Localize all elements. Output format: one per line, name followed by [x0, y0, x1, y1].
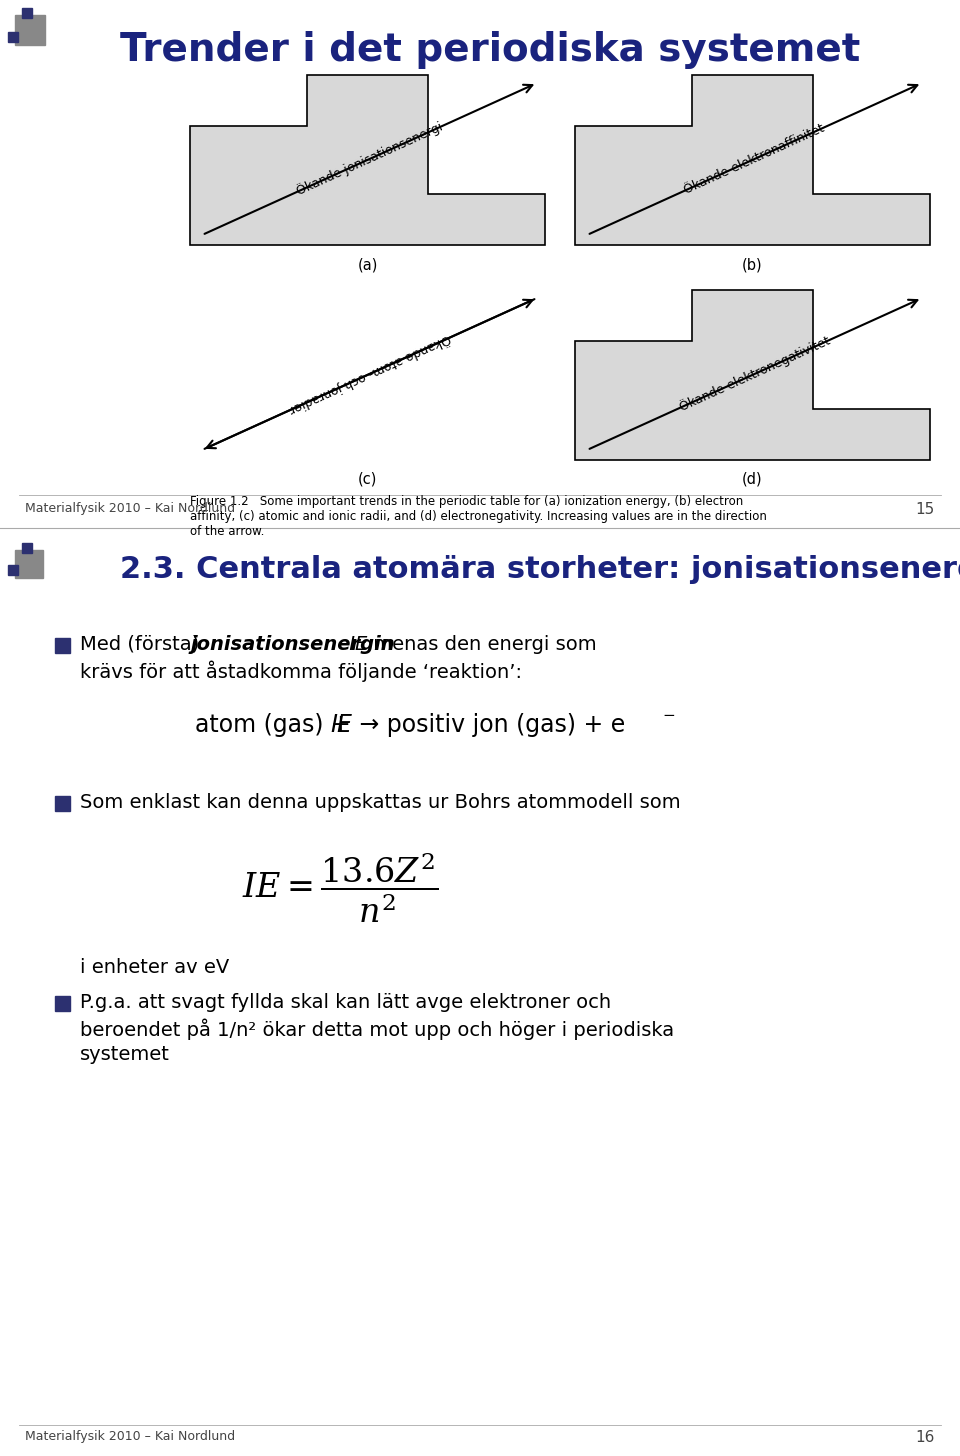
Text: Ökande elektronegativitet: Ökande elektronegativitet	[677, 333, 832, 415]
Text: Materialfysik 2010 – Kai Nordlund: Materialfysik 2010 – Kai Nordlund	[25, 1430, 235, 1443]
Text: jonisationsenergin: jonisationsenergin	[190, 635, 395, 654]
Text: menas den energi som: menas den energi som	[367, 635, 596, 654]
Text: (c): (c)	[358, 472, 377, 486]
Bar	[55, 996, 70, 1010]
Bar	[8, 32, 18, 42]
Text: beroendet på 1/n² ökar detta mot upp och höger i periodiska: beroendet på 1/n² ökar detta mot upp och…	[80, 1019, 674, 1041]
Bar	[15, 15, 45, 45]
Text: 15: 15	[916, 502, 935, 517]
Polygon shape	[575, 290, 930, 460]
Text: (d): (d)	[742, 472, 763, 486]
Bar	[22, 543, 32, 553]
Text: −: −	[662, 709, 675, 724]
Text: 16: 16	[916, 1430, 935, 1444]
Text: (b): (b)	[742, 258, 763, 272]
Bar	[8, 565, 18, 575]
Text: P.g.a. att svagt fyllda skal kan lätt avge elektroner och: P.g.a. att svagt fyllda skal kan lätt av…	[80, 993, 612, 1012]
Bar	[55, 795, 70, 811]
Text: IE: IE	[330, 713, 352, 737]
Polygon shape	[575, 76, 930, 245]
Text: Trender i det periodiska systemet: Trender i det periodiska systemet	[120, 31, 860, 68]
Text: Figure 1.2   Some important trends in the periodic table for (a) ionization ener: Figure 1.2 Some important trends in the …	[190, 495, 767, 539]
Text: krävs för att åstadkomma följande ‘reaktion’:: krävs för att åstadkomma följande ‘reakt…	[80, 661, 522, 683]
Bar	[15, 550, 43, 578]
Text: atom (gas) +: atom (gas) +	[195, 713, 358, 737]
Text: Som enklast kan denna uppskattas ur Bohrs atommodell som: Som enklast kan denna uppskattas ur Bohr…	[80, 794, 681, 812]
Text: Ökande elektronaffinitet: Ökande elektronaffinitet	[683, 121, 827, 197]
Text: IE: IE	[343, 635, 368, 654]
Text: Med (första): Med (första)	[80, 635, 205, 654]
Text: (a): (a)	[357, 258, 377, 272]
Text: systemet: systemet	[80, 1045, 170, 1064]
Text: → positiv jon (gas) + e: → positiv jon (gas) + e	[352, 713, 625, 737]
Text: $IE = \dfrac{13.6Z^2}{n^2}$: $IE = \dfrac{13.6Z^2}{n^2}$	[242, 850, 438, 926]
Polygon shape	[190, 76, 545, 245]
Text: Ökande jonisationsenergi: Ökande jonisationsenergi	[294, 119, 444, 198]
Bar	[55, 638, 70, 652]
Text: Ökande atom- och jonradier: Ökande atom- och jonradier	[286, 332, 452, 416]
Bar	[22, 7, 32, 17]
Text: i enheter av eV: i enheter av eV	[80, 958, 229, 977]
Text: 2.3. Centrala atomära storheter: jonisationsenergi: 2.3. Centrala atomära storheter: jonisat…	[120, 556, 960, 584]
Text: Materialfysik 2010 – Kai Nordlund: Materialfysik 2010 – Kai Nordlund	[25, 502, 235, 515]
